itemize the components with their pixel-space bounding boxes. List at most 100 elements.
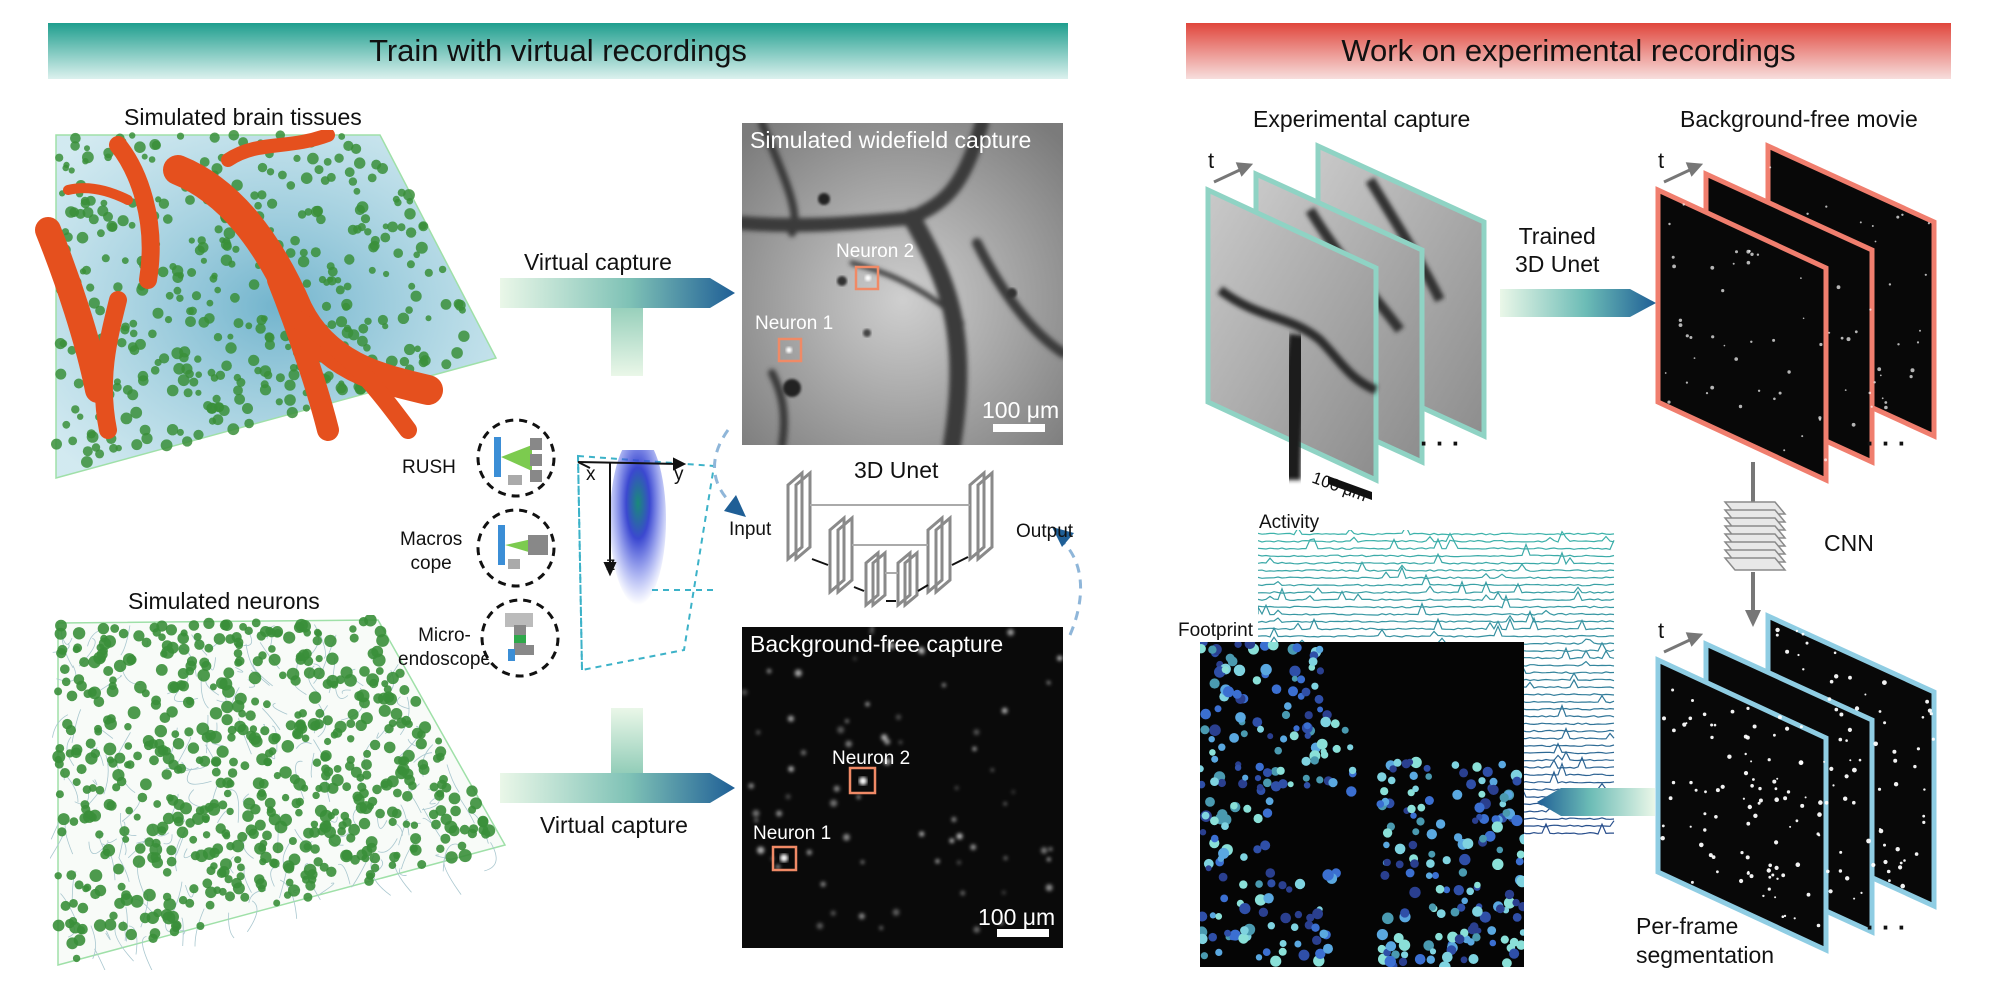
virtual-capture-top-arrow[interactable] bbox=[500, 270, 740, 380]
bgfree-movie-stack[interactable]: t bbox=[1650, 140, 1950, 490]
virtual-capture-bottom-arrow[interactable] bbox=[500, 708, 740, 808]
frame-dot bbox=[1916, 747, 1920, 751]
bg-dot bbox=[757, 846, 765, 854]
bgfree-movie-title: Background-free movie bbox=[1680, 106, 1918, 132]
neuron-dendrite bbox=[71, 871, 77, 902]
tissue-cell bbox=[185, 316, 196, 327]
frame-dot bbox=[1869, 308, 1872, 311]
footprint-cell bbox=[1221, 666, 1229, 674]
footprint-cell bbox=[1382, 912, 1394, 925]
footprint-cell bbox=[1487, 926, 1497, 935]
bgfree-neuron1-box[interactable] bbox=[771, 845, 798, 872]
neuron-dendrite bbox=[376, 727, 387, 739]
neuron-soma bbox=[176, 826, 189, 839]
bg-dot bbox=[884, 738, 891, 745]
frame-dot bbox=[1672, 728, 1676, 733]
tissue-cell bbox=[382, 223, 389, 230]
neuron-soma bbox=[303, 667, 316, 679]
neuron-soma bbox=[227, 768, 238, 778]
frame-dot bbox=[1825, 205, 1828, 208]
widefield-neuron1-box[interactable] bbox=[777, 337, 803, 363]
tissue-cell bbox=[392, 195, 400, 203]
tissue-cell bbox=[197, 236, 206, 245]
neuron-dendrite bbox=[271, 725, 278, 752]
neuron-soma bbox=[436, 844, 445, 853]
neuron-soma bbox=[66, 690, 78, 702]
widefield-neuron2-box[interactable] bbox=[854, 265, 880, 291]
footprint-cell bbox=[1466, 779, 1477, 790]
bgfree-title: Background-free capture bbox=[750, 631, 1004, 657]
footprint-cell bbox=[1330, 719, 1340, 729]
footprint-cell bbox=[1316, 738, 1328, 750]
tissue-cell bbox=[254, 201, 262, 210]
tissue-cell bbox=[383, 270, 390, 278]
neuron-soma bbox=[163, 898, 176, 911]
rush-icon[interactable] bbox=[476, 418, 556, 498]
neuron-soma bbox=[109, 676, 117, 684]
frame-dot bbox=[1927, 222, 1930, 225]
neuron-soma bbox=[125, 806, 133, 815]
neuron-soma bbox=[283, 631, 296, 644]
footprint-cell bbox=[1294, 878, 1306, 890]
bg-dot bbox=[787, 715, 794, 722]
frame-dot bbox=[1667, 400, 1671, 404]
tissue-cell bbox=[141, 432, 153, 445]
bg-dot bbox=[1045, 884, 1053, 892]
neuron-dendrite bbox=[295, 742, 312, 749]
neuron-soma bbox=[303, 827, 314, 839]
activity-trace bbox=[1258, 587, 1615, 602]
tissue-cell bbox=[286, 181, 296, 190]
bgfree-neuron2-box[interactable] bbox=[848, 766, 877, 795]
microendoscope-icon[interactable] bbox=[480, 598, 560, 678]
tissue-cell bbox=[155, 196, 162, 203]
macroscope-icon[interactable] bbox=[476, 508, 556, 588]
segmentation-to-footprint-arrow[interactable] bbox=[1535, 784, 1655, 820]
footprint-cell bbox=[1380, 870, 1390, 880]
tissue-cell bbox=[95, 449, 105, 459]
frame-dot bbox=[1691, 699, 1694, 702]
tissue-cell bbox=[230, 292, 240, 303]
neuron-soma bbox=[356, 773, 365, 782]
bg-dot bbox=[837, 726, 845, 734]
neuron-dendrite bbox=[310, 752, 315, 778]
bg-dot bbox=[1007, 629, 1014, 636]
modality-rush-label: RUSH bbox=[402, 457, 456, 478]
tissue-cell bbox=[91, 443, 101, 452]
trained-unet-arrow[interactable] bbox=[1500, 285, 1660, 325]
footprint-cell bbox=[1468, 954, 1479, 964]
frame-dot bbox=[1793, 917, 1796, 920]
frame-dot bbox=[1924, 273, 1927, 276]
neuron-dendrite bbox=[246, 900, 258, 933]
tissue-cell bbox=[275, 130, 285, 140]
tissue-cell bbox=[141, 153, 148, 160]
brain-tissue-volume bbox=[35, 130, 498, 479]
footprint-cell bbox=[1459, 768, 1469, 778]
tissue-cell bbox=[338, 380, 345, 387]
neuron-soma bbox=[90, 888, 101, 900]
unet-output-label: Output bbox=[1016, 521, 1074, 542]
footprint-cell bbox=[1253, 813, 1263, 824]
neuron-soma bbox=[237, 724, 249, 736]
footprint-cell bbox=[1385, 943, 1392, 950]
experimental-capture-stack[interactable]: t bbox=[1200, 140, 1500, 510]
footprint-cell bbox=[1287, 781, 1294, 788]
footprint-cell bbox=[1255, 880, 1263, 888]
frame-dot bbox=[1685, 722, 1688, 725]
footprint-cell bbox=[1439, 961, 1451, 967]
bg-dot bbox=[1047, 681, 1051, 685]
neuron-soma bbox=[333, 765, 342, 773]
tissue-cell bbox=[82, 446, 93, 457]
activity-trace bbox=[1258, 580, 1615, 594]
bg-dot bbox=[858, 913, 865, 920]
frame-dot bbox=[1829, 766, 1834, 771]
footprint-cell bbox=[1519, 929, 1524, 936]
neuron-soma bbox=[364, 615, 377, 627]
frame-dot bbox=[1753, 813, 1758, 818]
footprint-cell bbox=[1459, 853, 1471, 866]
segmentation-stack[interactable]: t bbox=[1650, 610, 1950, 970]
frame-dot bbox=[1879, 374, 1882, 377]
frame-dot bbox=[1829, 679, 1834, 684]
tissue-cell bbox=[403, 189, 415, 201]
cnn-block[interactable] bbox=[1705, 462, 1805, 632]
tissue-cell bbox=[418, 221, 429, 232]
